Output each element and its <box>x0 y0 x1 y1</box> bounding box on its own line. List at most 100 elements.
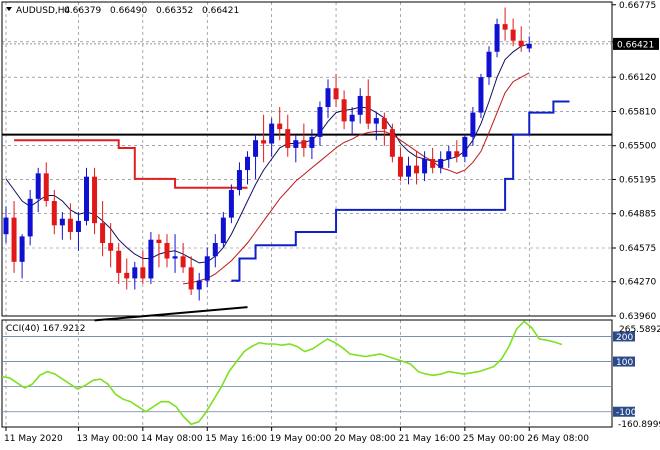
candle-body <box>100 223 106 244</box>
candle-body <box>333 88 339 100</box>
candle-body <box>35 173 41 199</box>
candle-body <box>277 123 283 130</box>
candle-body <box>92 176 98 224</box>
candle-body <box>140 267 146 279</box>
x-tick-label: 19 May 00:00 <box>270 434 332 444</box>
candle-body <box>438 159 444 168</box>
y-tick-label: 0.66775 <box>619 1 656 11</box>
candle-body <box>212 243 218 257</box>
candle-body <box>261 140 267 144</box>
candle-body <box>116 250 122 273</box>
candle-body <box>301 140 307 148</box>
y-tick-label: 0.66120 <box>619 73 656 83</box>
x-tick-label: 15 May 16:00 <box>205 434 267 444</box>
ohlc-close: 0.66421 <box>202 6 239 16</box>
candle-body <box>526 44 532 49</box>
candle-body <box>510 29 516 41</box>
cci-max-label: 265.5892 <box>619 325 660 335</box>
y-tick-label: 0.64575 <box>619 244 656 254</box>
candle-body <box>43 173 49 202</box>
candle-body <box>309 136 315 148</box>
candle-body <box>132 267 138 279</box>
candle-body <box>357 95 363 115</box>
candle-body <box>430 159 436 168</box>
candle-body <box>422 159 428 174</box>
cci-panel-frame <box>1 319 613 428</box>
candle-body <box>285 129 291 148</box>
y-tick-label: 0.64885 <box>619 210 656 220</box>
x-tick-label: 26 May 08:00 <box>527 434 589 444</box>
candle-body <box>502 24 508 30</box>
candle-body <box>108 243 114 251</box>
candle-body <box>228 189 234 218</box>
candle-body <box>341 99 347 122</box>
candle-body <box>518 40 524 47</box>
ma-slow-line <box>183 72 530 285</box>
ohlc-open: 0.66379 <box>64 6 101 16</box>
candle-body <box>253 140 259 157</box>
collapse-arrow-icon[interactable] <box>6 7 12 11</box>
candle-body <box>397 156 403 177</box>
candle-body <box>365 95 371 124</box>
candle-body <box>462 136 468 157</box>
trailing-stop-blue <box>231 100 570 282</box>
candle-body <box>75 220 81 232</box>
x-tick-label: 13 May 00:00 <box>76 434 138 444</box>
candle-body <box>494 24 500 52</box>
cci-indicator <box>1 320 612 426</box>
axes: 0.667750.664400.661200.658100.655000.651… <box>4 1 660 444</box>
candle-body <box>414 165 420 174</box>
y-tick-label: 0.65500 <box>619 142 656 152</box>
candle-body <box>196 280 202 290</box>
cci-level-label: -100 <box>616 408 637 418</box>
trendline[interactable] <box>94 306 248 322</box>
candle-body <box>317 107 323 137</box>
candle-body <box>188 267 194 290</box>
candle-body <box>27 198 33 237</box>
current-price-tag <box>613 37 659 50</box>
candle-body <box>172 256 178 259</box>
candle-body <box>156 239 162 244</box>
candle-body <box>204 256 210 281</box>
cci-level-label: 100 <box>616 358 633 368</box>
candle-body <box>478 77 484 113</box>
candle-body <box>245 156 250 171</box>
candle-body <box>269 123 275 144</box>
candle-body <box>446 151 452 159</box>
candle-body <box>124 272 130 279</box>
candle-body <box>381 118 387 130</box>
price-panel-frame <box>1 1 613 317</box>
ohlc-low: 0.66352 <box>156 6 193 16</box>
candle-body <box>373 118 379 124</box>
candle-body <box>293 140 299 148</box>
candle-body <box>148 239 154 279</box>
y-tick-label: 0.64270 <box>619 278 656 288</box>
candles <box>3 7 532 301</box>
candle-body <box>19 236 25 262</box>
x-tick-label: 20 May 08:00 <box>334 434 396 444</box>
cci-label: CCI(40) 167.9212 <box>6 324 86 334</box>
ohlc-high: 0.66490 <box>110 6 147 16</box>
cci-level-label: 200 <box>616 333 633 343</box>
candle-body <box>325 88 331 108</box>
candle-body <box>11 217 17 262</box>
symbol-label: AUDUSD,H4 <box>16 6 71 16</box>
candle-body <box>389 129 395 157</box>
candle-body <box>349 114 355 122</box>
x-tick-label: 25 May 00:00 <box>463 434 525 444</box>
y-tick-label: 0.65195 <box>619 175 656 185</box>
x-tick-label: 11 May 2020 <box>4 434 63 444</box>
candle-body <box>84 176 89 221</box>
y-tick-label: 0.65810 <box>619 107 656 117</box>
trailing-stop-red <box>14 139 248 189</box>
candle-body <box>486 51 492 78</box>
x-tick-label: 21 May 16:00 <box>398 434 460 444</box>
candle-body <box>3 217 9 235</box>
current-price-value: 0.66421 <box>617 40 654 50</box>
candle-body <box>220 217 226 244</box>
candle-body <box>180 256 186 268</box>
cci-min-label: -160.8999 <box>618 420 660 430</box>
candle-body <box>59 218 65 226</box>
candle-body <box>67 218 73 232</box>
